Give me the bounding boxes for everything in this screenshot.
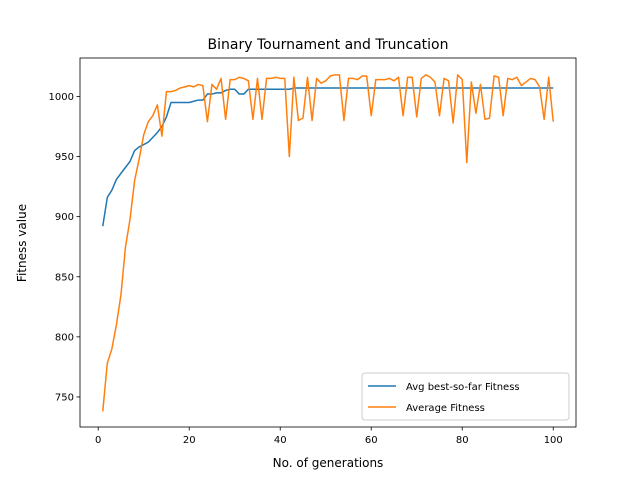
legend-box xyxy=(361,372,570,421)
y-axis-label: Fitness value xyxy=(15,204,29,282)
y-tick-label: 850 xyxy=(55,272,74,283)
x-tick-label: 80 xyxy=(456,435,469,446)
x-tick-label: 100 xyxy=(544,435,563,446)
series-line-2 xyxy=(102,74,554,412)
plot-area: 0 20 40 60 80 100 750 800 850 900 950 1000 xyxy=(49,57,577,446)
legend-label-1: Avg best-so-far Fitness xyxy=(406,382,520,393)
y-tick-label: 750 xyxy=(55,392,74,403)
y-tick-label: 950 xyxy=(55,152,74,163)
legend: Avg best-so-far Fitness Average Fitness xyxy=(361,372,570,421)
y-tick-label: 900 xyxy=(55,212,74,223)
x-axis-label: No. of generations xyxy=(273,456,384,470)
x-tick-label: 20 xyxy=(183,435,196,446)
chart-title: Binary Tournament and Truncation xyxy=(208,37,449,53)
axes-frame xyxy=(79,57,577,428)
x-tick-label: 40 xyxy=(274,435,287,446)
x-tick-label: 60 xyxy=(365,435,378,446)
y-tick-label: 800 xyxy=(55,332,74,343)
legend-label-2: Average Fitness xyxy=(406,403,485,414)
x-tick-label: 0 xyxy=(95,435,101,446)
y-tick-label: 1000 xyxy=(49,92,74,103)
series-line-1 xyxy=(102,87,554,227)
